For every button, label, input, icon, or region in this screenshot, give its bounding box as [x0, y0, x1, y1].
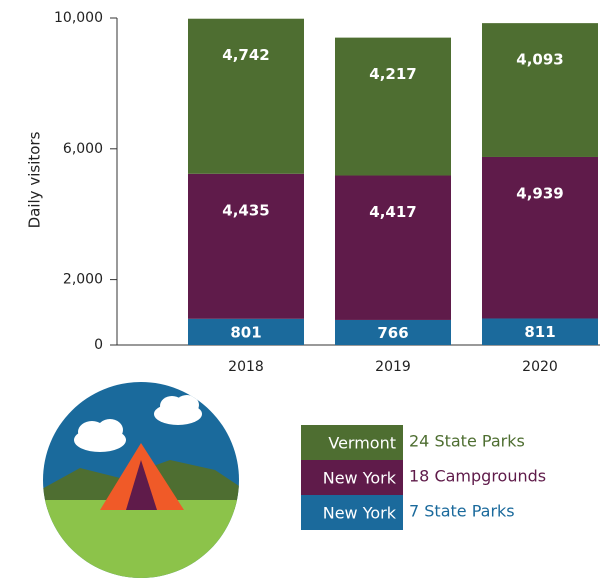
value-label: 4,093 — [516, 51, 563, 69]
y-tick-label: 10,000 — [54, 10, 103, 26]
value-label: 4,217 — [369, 65, 416, 83]
y-tick-label: 6,000 — [63, 141, 103, 157]
bar-segment — [482, 23, 598, 157]
legend-name: Vermont — [328, 434, 396, 453]
value-label: 4,939 — [516, 184, 563, 202]
legend-name: New York — [323, 504, 397, 523]
camp-illustration — [40, 380, 245, 584]
x-tick-label: 2020 — [522, 359, 558, 375]
bar-segment — [188, 174, 304, 319]
value-label: 811 — [524, 323, 555, 341]
y-axis-label: Daily visitors — [26, 131, 44, 228]
bar-segment — [335, 38, 451, 176]
chart: Daily visitors 0 2,000 6,000 10,000 2018 801 4… — [0, 0, 608, 584]
y-tick-label: 2,000 — [63, 272, 103, 288]
legend-description: 7 State Parks — [409, 502, 515, 521]
value-label: 4,742 — [222, 46, 269, 64]
value-label: 4,417 — [369, 203, 416, 221]
legend-name: New York — [323, 469, 397, 488]
value-label: 766 — [377, 324, 408, 342]
value-label: 4,435 — [222, 201, 269, 219]
bar-segment — [188, 19, 304, 174]
bar-segment — [335, 176, 451, 320]
legend-description: 18 Campgrounds — [409, 467, 546, 486]
y-tick-label: 0 — [94, 337, 103, 353]
x-tick-label: 2018 — [228, 359, 264, 375]
bar-segment — [482, 157, 598, 319]
legend-description: 24 State Parks — [409, 432, 525, 451]
value-label: 801 — [230, 323, 261, 341]
x-tick-label: 2019 — [375, 359, 411, 375]
